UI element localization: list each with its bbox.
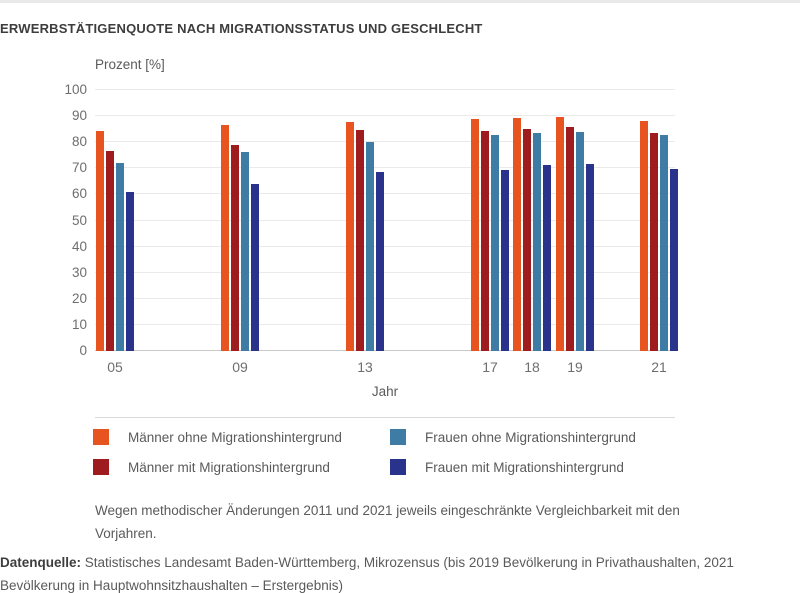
bar-19-series-2: [576, 132, 584, 351]
gridline-70: [95, 167, 675, 169]
gridline-30: [95, 271, 675, 273]
legend-item-1: Männer mit Migrationshintergrund: [93, 459, 390, 475]
source-label: Datenquelle:: [0, 555, 82, 570]
legend-swatch-icon: [390, 429, 406, 445]
gridline-100: [95, 89, 675, 90]
gridline-20: [95, 297, 675, 299]
top-border: [0, 0, 800, 3]
legend-divider: [95, 417, 675, 418]
bar-13-series-0: [346, 122, 354, 351]
bar-group-05: 05: [96, 90, 134, 375]
bar-group-09: 09: [221, 90, 259, 375]
bar-18-series-3: [543, 164, 551, 351]
y-tick-label-10: 10: [71, 316, 87, 332]
bar-17-series-0: [471, 118, 479, 351]
bar-17-series-3: [501, 170, 509, 351]
y-tick-label-30: 30: [71, 264, 87, 280]
legend-swatch-icon: [93, 459, 109, 475]
footnote: Wegen methodischer Änderungen 2011 und 2…: [95, 503, 680, 541]
bar-group-13: 13: [346, 90, 384, 375]
gridline-60: [95, 193, 675, 195]
bar-group-18: 18: [513, 90, 551, 375]
gridline-80: [95, 141, 675, 143]
bar-group-17: 17: [471, 90, 509, 375]
gridline-50: [95, 219, 675, 221]
y-tick-label-90: 90: [71, 108, 87, 124]
y-tick-label-50: 50: [71, 212, 87, 228]
legend-swatch-icon: [93, 429, 109, 445]
bar-09-series-3: [251, 184, 259, 351]
x-tick-label-17: 17: [482, 359, 498, 375]
bar-05-series-2: [116, 162, 124, 351]
bar-09-series-0: [221, 125, 229, 351]
source-text: Statistisches Landesamt Baden-Württember…: [0, 555, 734, 593]
y-tick-label-0: 0: [79, 343, 87, 358]
legend-label: Männer mit Migrationshintergrund: [128, 459, 330, 475]
gridline-40: [95, 245, 675, 247]
source-line: Datenquelle: Statistisches Landesamt Bad…: [0, 551, 755, 593]
bar-21-series-3: [670, 168, 678, 351]
bar-19-series-0: [556, 117, 564, 351]
bar-group-19: 19: [556, 90, 594, 375]
gridline-90: [95, 115, 675, 117]
legend-label: Männer ohne Migrationshintergrund: [128, 429, 342, 445]
bar-19-series-3: [586, 163, 594, 351]
bar-13-series-2: [366, 142, 374, 351]
x-tick-label-13: 13: [357, 359, 373, 375]
page-title: ERWERBSTÄTIGENQUOTE NACH MIGRATIONSSTATU…: [0, 21, 483, 36]
y-tick-label-20: 20: [71, 290, 87, 306]
x-tick-label-09: 09: [232, 359, 248, 375]
legend-item-0: Männer ohne Migrationshintergrund: [93, 429, 390, 445]
x-tick-label-05: 05: [107, 359, 123, 375]
bar-17-series-1: [481, 130, 489, 351]
bar-13-series-1: [356, 130, 364, 351]
x-tick-label-18: 18: [524, 359, 540, 375]
y-tick-label-80: 80: [71, 134, 87, 150]
bar-13-series-3: [376, 172, 384, 351]
bar-group-21: 21: [640, 90, 678, 375]
bar-21-series-1: [650, 132, 658, 351]
bar-21-series-0: [640, 121, 648, 351]
legend: Männer ohne Migrationshintergrund Frauen …: [93, 429, 693, 475]
bar-05-series-0: [96, 130, 104, 351]
x-axis-label: Jahr: [371, 384, 399, 399]
y-axis-title: Prozent [%]: [95, 57, 165, 72]
x-axis-line: [95, 350, 675, 351]
bar-19-series-1: [566, 127, 574, 351]
y-tick-label-60: 60: [71, 186, 87, 202]
gridline-10: [95, 323, 675, 325]
legend-label: Frauen mit Migrationshintergrund: [425, 459, 624, 475]
bar-05-series-1: [106, 151, 114, 351]
bar-05-series-3: [126, 191, 134, 351]
bar-18-series-0: [513, 117, 521, 351]
x-tick-label-19: 19: [567, 359, 583, 375]
x-tick-label-21: 21: [651, 359, 667, 375]
bar-17-series-2: [491, 135, 499, 351]
legend-label: Frauen ohne Migrationshintergrund: [425, 429, 636, 445]
bar-18-series-2: [533, 133, 541, 351]
bar-21-series-2: [660, 134, 668, 351]
y-tick-label-100: 100: [64, 82, 87, 97]
y-tick-label-40: 40: [71, 238, 87, 254]
y-tick-label-70: 70: [71, 160, 87, 176]
plot-area: 0 10 20 30 40 50 60 70 80 90 100 05 09 13 17 18 19 21: [64, 83, 678, 375]
bar-18-series-1: [523, 128, 531, 351]
bar-09-series-1: [231, 144, 239, 351]
legend-item-2: Frauen ohne Migrationshintergrund: [390, 429, 693, 445]
legend-swatch-icon: [390, 459, 406, 475]
bar-09-series-2: [241, 151, 249, 351]
legend-item-3: Frauen mit Migrationshintergrund: [390, 459, 693, 475]
